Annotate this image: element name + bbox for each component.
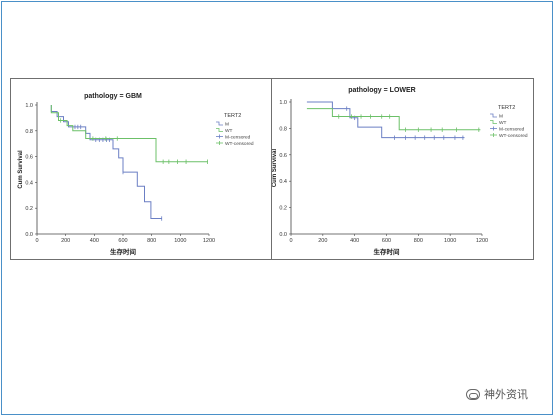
y-axis-label: Cum Survival <box>272 149 278 188</box>
y-tick-label: 0.6 <box>279 153 287 159</box>
x-tick-label: 1000 <box>174 238 186 244</box>
series-line-m <box>306 101 465 139</box>
legend-entry: M-censored <box>499 127 525 133</box>
km-chart-lower: pathology = LOWER 0.0 0.2 0.4 0.6 0.8 1.0 0 200 4… <box>271 78 534 260</box>
legend-swatch-line <box>490 120 497 124</box>
watermark-text: 神外资讯 <box>484 388 528 401</box>
wechat-icon <box>466 388 480 400</box>
x-tick-label: 600 <box>382 238 391 244</box>
y-tick-label: 1.0 <box>25 103 33 109</box>
x-tick-label: 200 <box>318 238 327 244</box>
x-axis-label: 生存时间 <box>110 247 137 256</box>
legend-swatch-line <box>216 121 223 126</box>
x-tick-label: 0 <box>35 238 38 244</box>
y-tick-label: 0.4 <box>25 180 33 186</box>
y-axis-label: Cum Survival <box>18 150 24 189</box>
y-tick-label: 0.8 <box>25 129 33 135</box>
legend-swatch-line <box>216 128 223 132</box>
legend-title: TERT2 <box>498 105 515 111</box>
x-tick-label: 0 <box>289 238 292 244</box>
legend-title: TERT2 <box>224 113 241 119</box>
legend-entry: M <box>499 114 503 120</box>
x-tick-label: 800 <box>147 238 156 244</box>
y-tick-label: 1.0 <box>279 100 287 106</box>
series-line-wt <box>50 105 208 163</box>
chart-title: pathology = GBM <box>84 93 142 100</box>
series-line-wt <box>306 108 481 131</box>
chart-title: pathology = LOWER <box>348 87 415 94</box>
km-plot-lower: pathology = LOWER 0.0 0.2 0.4 0.6 0.8 1.0 0 200 4… <box>272 87 528 256</box>
x-tick-label: 600 <box>118 238 127 244</box>
x-tick-label: 1000 <box>444 238 456 244</box>
km-plot-gbm: pathology = GBM 0.0 0.2 0.4 0.6 0.8 1.0 0 200 400… <box>18 93 254 256</box>
y-tick-label: 0.2 <box>279 206 287 212</box>
legend-entry: WT-censored <box>225 141 254 147</box>
legend-entry: WT <box>499 120 507 126</box>
y-tick-label: 0.2 <box>25 206 33 212</box>
legend-entry: WT <box>225 128 233 134</box>
series-line-m <box>50 105 162 219</box>
x-tick-label: 800 <box>414 238 423 244</box>
legend-swatch-line <box>490 113 497 118</box>
legend-entry: M-censored <box>225 135 251 141</box>
y-tick-label: 0.0 <box>25 232 33 238</box>
y-tick-label: 0.0 <box>279 232 287 238</box>
x-tick-label: 1200 <box>476 238 488 244</box>
legend-entry: M <box>225 122 229 128</box>
legend-entry: WT-censored <box>499 133 528 139</box>
x-tick-label: 1200 <box>203 238 215 244</box>
y-tick-label: 0.4 <box>279 179 287 185</box>
y-tick-label: 0.8 <box>279 126 287 132</box>
x-tick-label: 400 <box>350 238 359 244</box>
y-tick-label: 0.6 <box>25 155 33 161</box>
km-chart-gbm: pathology = GBM 0.0 0.2 0.4 0.6 0.8 1.0 0 200 400… <box>10 78 273 260</box>
x-axis-label: 生存时间 <box>374 247 401 256</box>
x-tick-label: 200 <box>61 238 70 244</box>
watermark: 神外资讯 <box>466 386 528 402</box>
x-tick-label: 400 <box>90 238 99 244</box>
